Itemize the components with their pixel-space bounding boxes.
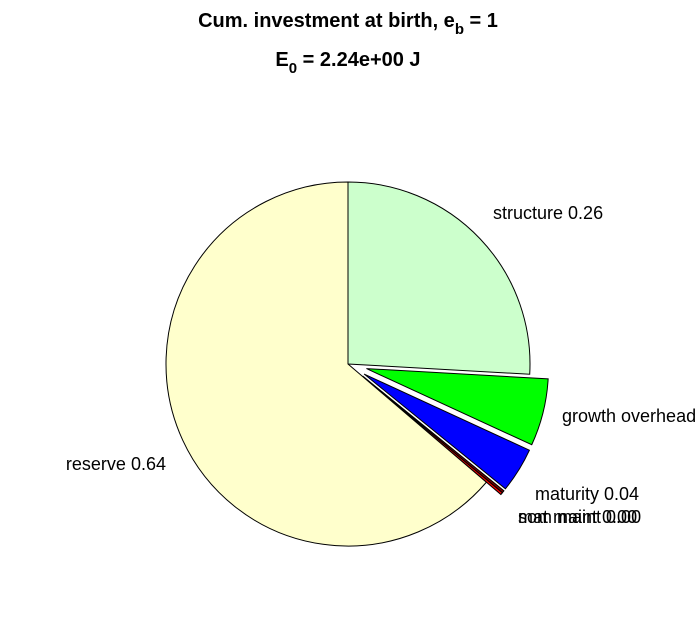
slice-value: 0.00 <box>602 507 637 527</box>
slice-category: growth overhead <box>562 406 696 426</box>
slice-label: growth overhead 0.06 <box>562 406 696 426</box>
slice-value: 0.26 <box>568 203 603 223</box>
slice-value: 0.64 <box>131 454 166 474</box>
slice-category: structure <box>493 203 563 223</box>
slice-label: maturity 0.04 <box>535 484 639 504</box>
slice-label: mat maint 0.00 <box>518 507 637 527</box>
chart-title: Cum. investment at birth, eb = 1 <box>198 10 498 38</box>
slice-category: mat maint <box>518 507 597 527</box>
slice-label: som maint 0.00 <box>518 507 641 527</box>
pie-slice <box>347 181 531 375</box>
slice-value: 0.00 <box>606 507 641 527</box>
slice-category: som maint <box>518 507 601 527</box>
slice-category: reserve <box>66 454 126 474</box>
chart-subtitle: E0 = 2.24e+00 J <box>275 49 420 77</box>
slice-label: structure 0.26 <box>493 203 603 223</box>
pie-slice <box>363 373 531 490</box>
slice-value: 0.04 <box>604 484 639 504</box>
pie-slice <box>366 368 549 446</box>
slice-label: reserve 0.64 <box>66 454 166 474</box>
pie-slice <box>165 181 488 547</box>
slice-category: maturity <box>535 484 599 504</box>
